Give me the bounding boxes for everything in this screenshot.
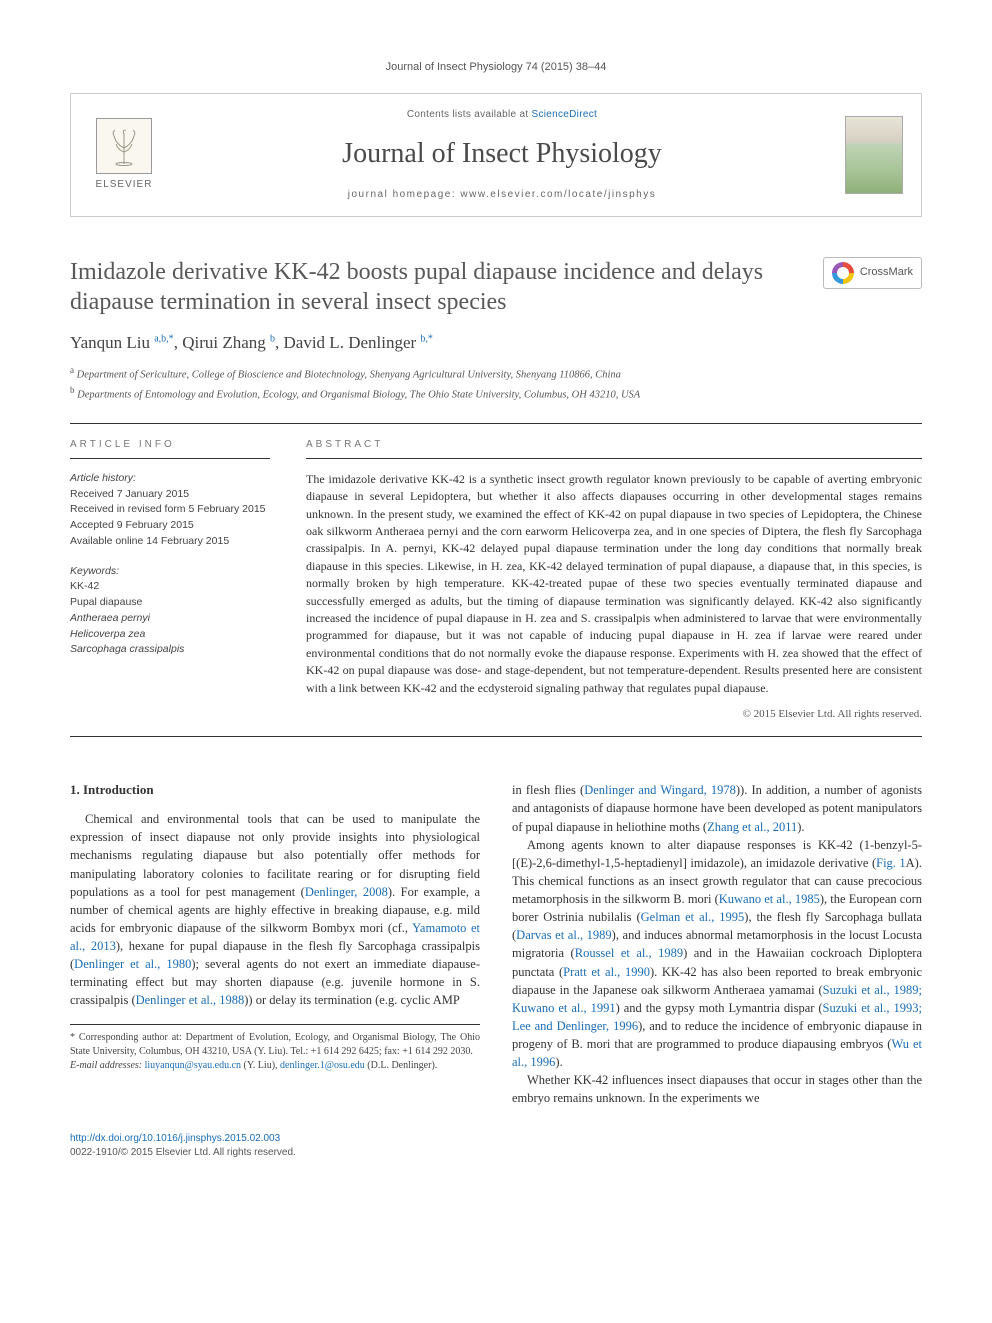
rule-top [70, 423, 922, 424]
keyword: Pupal diapause [70, 595, 270, 611]
history-label: Article history: [70, 471, 270, 487]
history-received: Received 7 January 2015 [70, 487, 270, 503]
p3a: Among agents known to alter diapause res… [512, 838, 922, 870]
contents-prefix: Contents lists available at [407, 109, 532, 120]
info-abstract-row: ARTICLE INFO Article history: Received 7… [70, 438, 922, 722]
contents-line: Contents lists available at ScienceDirec… [179, 108, 825, 122]
article-history: Article history: Received 7 January 2015… [70, 471, 270, 550]
journal-reference: Journal of Insect Physiology 74 (2015) 3… [70, 60, 922, 75]
homepage-url: www.elsevier.com/locate/jinsphys [460, 189, 656, 200]
journal-title: Journal of Insect Physiology [179, 134, 825, 173]
abstract-text: The imidazole derivative KK-42 is a synt… [306, 471, 922, 697]
history-revised: Received in revised form 5 February 2015 [70, 502, 270, 518]
ref-denlinger-wingard-1978[interactable]: Denlinger and Wingard, 1978 [584, 783, 736, 797]
authors: Yanqun Liu a,b,*, Qirui Zhang b, David L… [70, 331, 922, 355]
p2c: ). [797, 820, 804, 834]
ref-pratt-1990[interactable]: Pratt et al., 1990 [563, 965, 650, 979]
affiliations: a Department of Sericulture, College of … [70, 364, 922, 403]
elsevier-logo: ELSEVIER [89, 115, 159, 195]
homepage-line: journal homepage: www.elsevier.com/locat… [179, 188, 825, 202]
doi-link[interactable]: http://dx.doi.org/10.1016/j.jinsphys.201… [70, 1133, 280, 1144]
title-row: Imidazole derivative KK-42 boosts pupal … [70, 257, 922, 317]
p3h: ) and the gypsy moth Lymantria dispar ( [616, 1001, 823, 1015]
ref-gelman-1995[interactable]: Gelman et al., 1995 [641, 910, 745, 924]
email-label: E-mail addresses: [70, 1060, 145, 1071]
ref-fig1[interactable]: Fig. 1 [876, 856, 906, 870]
elsevier-name: ELSEVIER [96, 178, 153, 192]
history-accepted: Accepted 9 February 2015 [70, 518, 270, 534]
corresponding-author-note: * Corresponding author at: Department of… [70, 1031, 480, 1059]
ref-denlinger-1980[interactable]: Denlinger et al., 1980 [74, 957, 191, 971]
crossmark-badge[interactable]: CrossMark [823, 257, 922, 289]
sciencedirect-link[interactable]: ScienceDirect [531, 109, 597, 120]
affiliation-b-text: Departments of Entomology and Evolution,… [77, 389, 640, 400]
footnotes: * Corresponding author at: Department of… [70, 1024, 480, 1073]
ref-denlinger-1988[interactable]: Denlinger et al., 1988 [136, 993, 245, 1007]
elsevier-tree-icon [96, 118, 152, 174]
journal-cover-thumbnail [845, 116, 903, 194]
email-liu[interactable]: liuyanqun@syau.edu.cn [145, 1060, 241, 1071]
affiliation-a-text: Department of Sericulture, College of Bi… [77, 370, 621, 381]
footer-bar: http://dx.doi.org/10.1016/j.jinsphys.201… [70, 1132, 922, 1160]
intro-paragraph-4: Whether KK-42 influences insect diapause… [512, 1071, 922, 1107]
p2a: in flesh flies ( [512, 783, 584, 797]
abstract-column: ABSTRACT The imidazole derivative KK-42 … [306, 438, 922, 722]
keywords-label: Keywords: [70, 564, 270, 580]
p1e: )) or delay its termination (e.g. cyclic… [244, 993, 460, 1007]
keywords-block: Keywords: KK-42 Pupal diapause Antheraea… [70, 564, 270, 659]
keyword: Helicoverpa zea [70, 627, 270, 643]
email2-who: (D.L. Denlinger). [365, 1060, 437, 1071]
intro-paragraph-1: Chemical and environmental tools that ca… [70, 810, 480, 1009]
email1-who: (Y. Liu), [241, 1060, 280, 1071]
keyword: Antheraea pernyi [70, 611, 270, 627]
abstract-heading: ABSTRACT [306, 438, 922, 459]
masthead-center: Contents lists available at ScienceDirec… [179, 108, 825, 201]
intro-paragraph-2: in flesh flies (Denlinger and Wingard, 1… [512, 781, 922, 835]
body-columns: 1. Introduction Chemical and environment… [70, 781, 922, 1107]
article-title: Imidazole derivative KK-42 boosts pupal … [70, 257, 803, 317]
masthead: ELSEVIER Contents lists available at Sci… [70, 93, 922, 216]
article-info-heading: ARTICLE INFO [70, 438, 270, 459]
homepage-prefix: journal homepage: [348, 189, 461, 200]
section-heading-intro: 1. Introduction [70, 781, 480, 800]
keyword: KK-42 [70, 579, 270, 595]
email-line: E-mail addresses: liuyanqun@syau.edu.cn … [70, 1059, 480, 1073]
keyword: Sarcophaga crassipalpis [70, 642, 270, 658]
crossmark-icon [832, 262, 854, 284]
ref-darvas-1989[interactable]: Darvas et al., 1989 [516, 928, 612, 942]
history-online: Available online 14 February 2015 [70, 534, 270, 550]
intro-paragraph-3: Among agents known to alter diapause res… [512, 836, 922, 1072]
article-info: ARTICLE INFO Article history: Received 7… [70, 438, 270, 722]
affiliation-a: a Department of Sericulture, College of … [70, 364, 922, 383]
email-denlinger[interactable]: denlinger.1@osu.edu [280, 1060, 365, 1071]
issn-copyright: 0022-1910/© 2015 Elsevier Ltd. All right… [70, 1146, 922, 1160]
ref-denlinger-2008[interactable]: Denlinger, 2008 [305, 885, 388, 899]
p3j: ). [555, 1055, 562, 1069]
rule-bottom [70, 736, 922, 737]
abstract-copyright: © 2015 Elsevier Ltd. All rights reserved… [306, 707, 922, 722]
ref-kuwano-1985[interactable]: Kuwano et al., 1985 [719, 892, 820, 906]
ref-roussel-1989[interactable]: Roussel et al., 1989 [575, 946, 683, 960]
crossmark-label: CrossMark [860, 265, 913, 280]
affiliation-b: b Departments of Entomology and Evolutio… [70, 384, 922, 403]
ref-zhang-2011[interactable]: Zhang et al., 2011 [707, 820, 797, 834]
